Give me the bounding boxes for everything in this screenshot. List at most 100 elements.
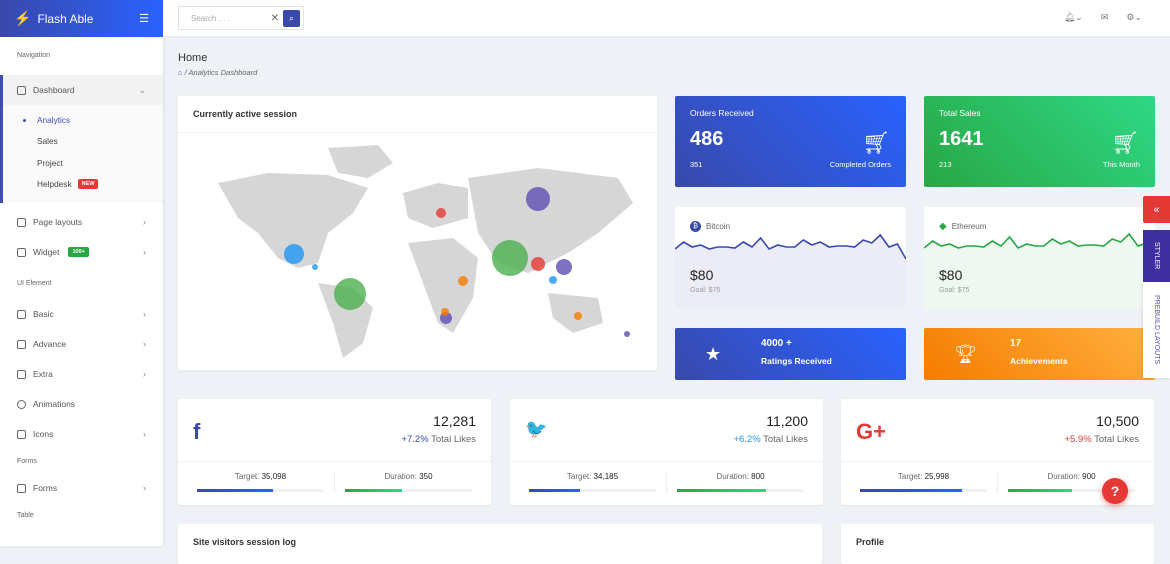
- submenu-sales[interactable]: Sales: [37, 136, 58, 147]
- social-card: f 12,281 +7.2% Total Likes Target: 35,09…: [178, 399, 491, 505]
- target-label: Target:: [566, 472, 592, 481]
- session-bubble[interactable]: [441, 308, 449, 316]
- bitcoin-value: $80: [690, 267, 714, 283]
- brand-name: Flash Able: [37, 11, 94, 26]
- sidebar-item-label: Page layouts: [33, 217, 83, 227]
- layers-icon: [17, 247, 26, 257]
- ratings-label: Ratings Received: [761, 356, 832, 366]
- target-progress-fill: [197, 489, 274, 492]
- target-value: 34,185: [593, 472, 619, 481]
- session-bubble[interactable]: [531, 257, 545, 271]
- breadcrumb: ⌂ / Analytics Dashboard: [178, 68, 258, 77]
- submenu-analytics[interactable]: Analytics: [3, 109, 163, 131]
- ethereum-name: Ethereum: [951, 222, 987, 231]
- sidebar-item-icons[interactable]: Icons ›: [0, 419, 163, 449]
- duration-progress-fill: [677, 489, 766, 492]
- widget-badge: 100+: [68, 247, 89, 257]
- shopping-cart-icon: 🛒︎: [862, 130, 890, 155]
- bitcoin-icon: ₿: [690, 221, 701, 232]
- menu-toggle-icon[interactable]: ☰: [139, 13, 149, 25]
- target-stat: Target: 25,998: [856, 472, 998, 492]
- sidebar-item-label: Animations: [33, 399, 76, 409]
- sidebar-item-label: Dashboard: [33, 85, 75, 95]
- shopping-cart-icon: 🛒︎: [1111, 130, 1139, 155]
- sidebar-item-widget[interactable]: Widget 100+ ›: [0, 237, 163, 267]
- likes-label: Total Likes: [431, 434, 476, 445]
- sidebar: ⚡ Flash Able ☰ Navigation Dashboard ⌄ Anal…: [0, 0, 163, 546]
- bitcoin-card: ₿ Bitcoin $80 Goal: $75: [675, 207, 906, 308]
- page-title: Home: [178, 52, 208, 64]
- breadcrumb-current: Analytics Dashboard: [188, 68, 258, 77]
- likes-label: Total Likes: [763, 434, 808, 445]
- visitors-log-title: Site visitors session log: [193, 537, 297, 547]
- likes-percent: +5.9%: [1064, 434, 1092, 445]
- nav-caption: Table: [17, 511, 34, 519]
- duration-progress-fill: [345, 489, 403, 492]
- home-icon[interactable]: ⌂: [178, 68, 183, 77]
- likes-percent: +6.2%: [733, 434, 761, 445]
- session-bubble[interactable]: [334, 278, 366, 310]
- session-bubble[interactable]: [436, 208, 446, 218]
- orders-sub-label: Completed Orders: [829, 160, 891, 169]
- likes-count: 12,281: [433, 413, 476, 429]
- search-button[interactable]: ⌕: [283, 10, 300, 27]
- chevron-right-icon: ›: [143, 483, 146, 493]
- question-icon: ?: [1110, 483, 1120, 499]
- mail-icon[interactable]: ✉: [1100, 12, 1109, 22]
- session-bubble[interactable]: [312, 264, 318, 270]
- duration-stat: Duration: 800: [667, 472, 808, 492]
- submenu-project[interactable]: Project: [37, 157, 63, 168]
- duration-label: Duration:: [1047, 472, 1080, 481]
- bitcoin-sparkline-area: [675, 235, 906, 308]
- prebuild-layouts-tab[interactable]: PREBUILD LAYOUTS: [1143, 282, 1170, 378]
- search-input[interactable]: Search . . . ✕ ⌕: [178, 6, 304, 30]
- session-bubble[interactable]: [549, 276, 557, 284]
- submenu-helpdesk[interactable]: Helpdesk NEW: [3, 174, 163, 196]
- sidebar-item-dashboard[interactable]: Dashboard ⌄: [0, 75, 163, 105]
- layout-icon: [17, 217, 26, 227]
- duration-value: 350: [419, 472, 433, 481]
- session-bubble[interactable]: [284, 244, 304, 264]
- target-label: Target:: [234, 472, 260, 481]
- bitcoin-name: Bitcoin: [706, 222, 731, 231]
- session-bubble[interactable]: [492, 240, 528, 276]
- facebook-icon: f: [193, 419, 201, 444]
- sidebar-item-label: Forms: [33, 483, 58, 493]
- session-bubble[interactable]: [556, 259, 572, 275]
- target-stat: Target: 34,185: [525, 472, 667, 492]
- social-card: 🐦 11,200 +6.2% Total Likes Target: 34,18…: [510, 399, 823, 505]
- gitlab-icon: [17, 339, 26, 349]
- bitcoin-sparkline-line: [675, 233, 906, 260]
- sidebar-item-advance[interactable]: Advance ›: [0, 329, 163, 359]
- chevron-right-icon: ›: [143, 339, 146, 349]
- likes-change: +6.2% Total Likes: [733, 434, 808, 445]
- session-bubble[interactable]: [624, 331, 630, 337]
- sidebar-item-page-layouts[interactable]: Page layouts ›: [0, 207, 163, 237]
- target-progress-fill: [860, 489, 962, 492]
- session-bubble[interactable]: [574, 312, 582, 320]
- bell-icon[interactable]: 🔔︎⌄: [1063, 12, 1083, 22]
- session-bubble[interactable]: [458, 276, 468, 286]
- home-icon: [17, 85, 26, 95]
- sales-title: Total Sales: [939, 108, 981, 118]
- nav-caption: Navigation: [17, 51, 51, 59]
- session-bubble[interactable]: [526, 187, 550, 211]
- sidebar-item-extra[interactable]: Extra ›: [0, 359, 163, 389]
- duration-progress: [1008, 489, 1135, 492]
- sidebar-item-forms[interactable]: Forms ›: [0, 473, 163, 503]
- sidebar-item-animations[interactable]: Animations: [0, 389, 163, 419]
- duration-progress-fill: [1008, 489, 1072, 492]
- sales-sub-value: 213: [939, 160, 952, 169]
- clear-search-icon[interactable]: ✕: [270, 12, 279, 24]
- help-button[interactable]: ?: [1102, 478, 1128, 504]
- continents: [218, 145, 633, 358]
- sidebar-item-basic[interactable]: Basic ›: [0, 299, 163, 329]
- target-value: 25,998: [924, 472, 950, 481]
- settings-icon[interactable]: ⚙⌄: [1126, 12, 1142, 22]
- chevron-right-icon: ›: [143, 429, 146, 439]
- likes-count: 11,200: [766, 413, 808, 429]
- styler-tab[interactable]: STYLER: [1143, 230, 1170, 282]
- orders-title: Orders Received: [690, 108, 754, 118]
- nav-caption: UI Element: [17, 279, 52, 287]
- collapse-panel-button[interactable]: «: [1143, 196, 1170, 223]
